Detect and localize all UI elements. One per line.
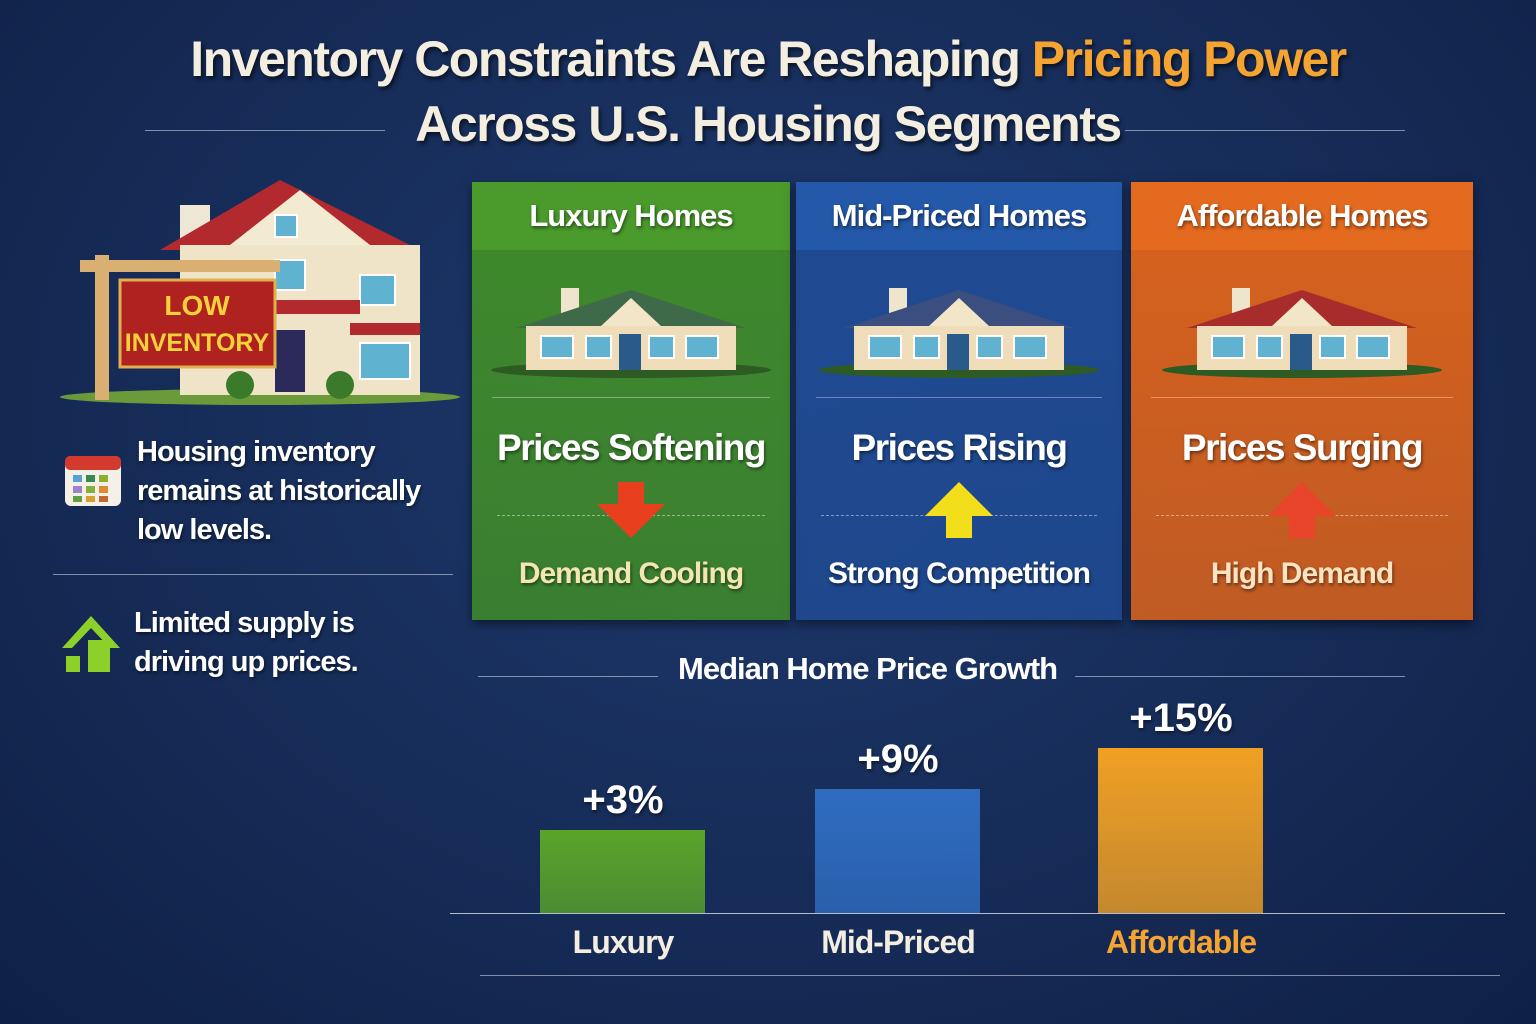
low-inventory-house-illustration: LOW INVENTORY [60,180,460,405]
page-title-line2: Across U.S. Housing Segments [415,96,1122,152]
category-label: Affordable [1106,924,1257,960]
segment-panel-1: Mid-Priced Homes Prices Rising Strong Co… [796,182,1122,620]
chart-title: Median Home Price Growth [678,651,1058,686]
arrow-up-icon [1268,482,1336,538]
title-text: Inventory Constraints Are Reshaping [190,31,1032,87]
sidebar-divider [53,574,453,575]
chart-baseline [450,913,1505,914]
house-icon [491,288,771,378]
arrow-down-icon [597,482,665,538]
fact-inventory-text: Housing inventory remains at historicall… [137,436,421,546]
segment-title: Affordable Homes [1131,182,1473,250]
bar-mid-priced [815,788,980,913]
sign-line1: LOW [164,290,230,321]
house-growth-icon [62,616,120,672]
chart-title-divider-left [478,676,658,677]
segment-status: Prices Surging [1181,427,1424,468]
category-label: Luxury [572,924,675,960]
segment-panel-2: Affordable Homes Prices Surging High Dem… [1131,182,1473,620]
chart-bottom-divider [480,975,1500,976]
arrow-up-icon [925,482,993,538]
fact-supply-text: Limited supply is driving up prices. [134,607,359,678]
segment-divider [1151,397,1453,398]
chart-title-divider-right [1075,676,1405,677]
segment-note: High Demand [1210,557,1394,590]
page-title-line1: Inventory Constraints Are Reshaping Pric… [0,30,1536,88]
segment-title: Luxury Homes [472,182,790,250]
segment-divider [816,397,1102,398]
house-icon [1162,288,1442,378]
segment-note: Demand Cooling [518,557,744,590]
bar-affordable [1098,747,1263,913]
title-highlight: Pricing Power [1031,31,1347,87]
sign-line2: INVENTORY [125,329,270,357]
segment-status: Prices Rising [851,427,1068,468]
segment-panel-0: Luxury Homes Prices Softening Demand Coo… [472,182,790,620]
category-label: Mid-Priced [821,924,976,960]
title-divider-left [145,130,385,131]
segment-divider [492,397,770,398]
data-label: +9% [857,736,939,781]
segment-title: Mid-Priced Homes [796,182,1122,250]
segment-note: Strong Competition [828,557,1091,590]
data-label: +3% [582,778,664,823]
segment-status: Prices Softening [497,427,766,468]
title-divider-right [1125,130,1405,131]
data-label: +15% [1129,695,1233,740]
house-icon [819,288,1099,378]
bar-luxury [540,830,705,913]
calendar-icon [65,456,121,506]
